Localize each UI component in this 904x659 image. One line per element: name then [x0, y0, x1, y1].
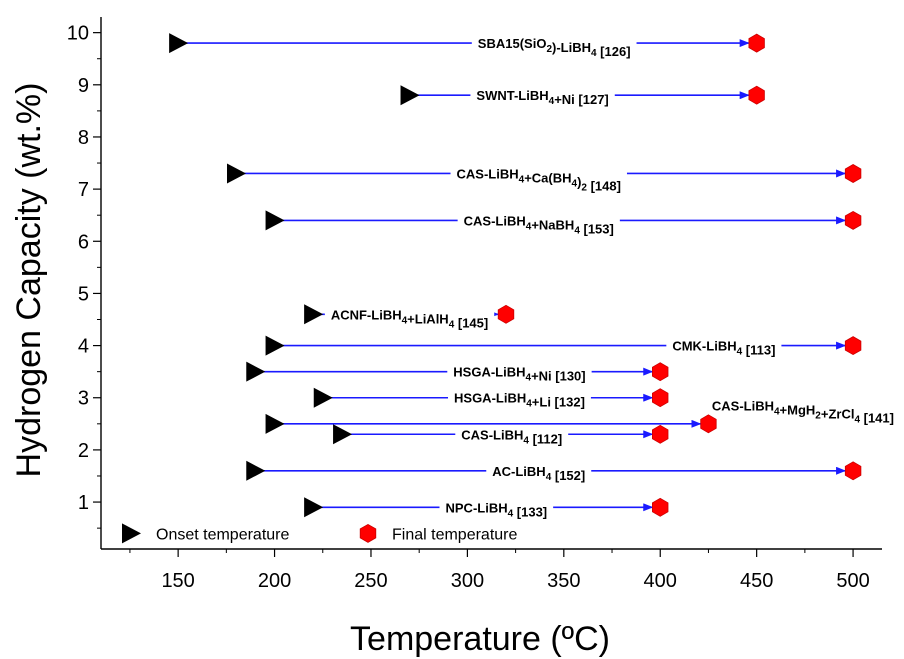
- label-background: [666, 337, 782, 359]
- label-background: [470, 87, 615, 109]
- onset-marker: [226, 163, 246, 184]
- series-label: CAS-LiBH4+NaBH4 [153]: [464, 213, 614, 236]
- x-tick-label: 500: [836, 570, 869, 592]
- x-tick-label: 150: [161, 570, 194, 592]
- x-tick-label: 450: [740, 570, 773, 592]
- x-axis-title: Temperature (ºC): [350, 620, 610, 658]
- final-marker: [844, 210, 862, 230]
- y-tick-label: 2: [78, 440, 89, 462]
- label-background: [486, 462, 592, 484]
- x-tick-label: 250: [354, 570, 387, 592]
- onset-marker: [333, 424, 353, 445]
- series-group: HSGA-LiBH4+Li [132]: [313, 387, 669, 411]
- onset-marker: [169, 33, 189, 54]
- series-label: CAS-LiBH4 [112]: [461, 427, 562, 446]
- final-marker: [652, 388, 669, 408]
- series-group: CAS-LiBH4 [112]: [333, 424, 669, 448]
- series-group: ACNF-LiBH4+LiAlH4 [145]: [304, 304, 515, 332]
- series-label: AC-LiBH4 [152]: [492, 464, 585, 483]
- onset-marker: [265, 335, 285, 356]
- final-marker: [844, 461, 862, 481]
- onset-marker: [246, 361, 266, 382]
- final-marker: [748, 33, 765, 53]
- legend: Onset temperature Final temperature: [122, 523, 517, 544]
- legend-onset-label: Onset temperature: [156, 526, 290, 543]
- y-tick-label: 5: [78, 283, 89, 305]
- label-background: [447, 363, 592, 385]
- series-group: CAS-LiBH4+MgH2+ZrCl4 [141]: [265, 399, 894, 434]
- legend-final-label: Final temperature: [392, 526, 517, 543]
- legend-onset-marker: [122, 523, 141, 544]
- series-group: HSGA-LiBH4+Ni [130]: [246, 361, 669, 385]
- x-tick-label: 350: [547, 570, 580, 592]
- y-tick-label: 7: [78, 179, 89, 201]
- final-marker: [652, 362, 669, 382]
- label-background: [471, 35, 637, 61]
- final-marker: [844, 164, 862, 183]
- onset-marker: [400, 85, 420, 106]
- y-tick-label: 3: [78, 388, 89, 410]
- onset-marker: [313, 387, 333, 408]
- series-label: HSGA-LiBH4+Ni [130]: [453, 365, 585, 384]
- label-background: [457, 212, 620, 238]
- legend-final-marker: [359, 523, 377, 543]
- onset-marker: [246, 460, 266, 481]
- y-tick-label: 1: [78, 492, 89, 514]
- final-marker: [748, 85, 765, 105]
- series-group: CMK-LiBH4 [113]: [265, 335, 862, 359]
- series-group: CAS-LiBH4+Ca(BH4)2 [148]: [226, 163, 862, 195]
- series-label: ACNF-LiBH4+LiAlH4 [145]: [331, 307, 488, 330]
- final-marker: [652, 424, 669, 444]
- final-marker: [497, 304, 515, 324]
- y-tick-label: 9: [78, 75, 89, 97]
- final-marker: [844, 336, 862, 356]
- series-label: CAS-LiBH4+Ca(BH4)2 [148]: [457, 166, 621, 193]
- y-tick-label: 4: [78, 336, 89, 358]
- onset-marker: [265, 210, 285, 231]
- series-group: CAS-LiBH4+NaBH4 [153]: [265, 210, 862, 238]
- series-label: CAS-LiBH4+MgH2+ZrCl4 [141]: [712, 399, 894, 426]
- plot-area: SBA15(SiO2)-LiBH4 [126] SWNT-LiBH4+Ni [12…: [169, 33, 894, 521]
- series-label: SWNT-LiBH4+Ni [127]: [476, 88, 608, 107]
- y-tick-label: 8: [78, 127, 89, 149]
- series-label: CMK-LiBH4 [113]: [672, 339, 775, 358]
- onset-marker: [304, 304, 324, 325]
- label-background: [439, 499, 554, 521]
- label-background: [455, 426, 569, 448]
- series-group: SWNT-LiBH4+Ni [127]: [400, 85, 765, 109]
- y-axis-title: Hydrogen Capacity (wt.%): [10, 83, 48, 478]
- series-group: SBA15(SiO2)-LiBH4 [126]: [169, 33, 765, 61]
- onset-marker: [304, 497, 324, 518]
- final-marker: [700, 414, 717, 434]
- axes: 150 200 250 300 350 400 450 500 1 2 3 4 5 6 7 8 9 10: [67, 17, 882, 592]
- label-background: [450, 165, 627, 195]
- x-tick-label: 300: [451, 570, 484, 592]
- y-tick-label: 6: [78, 231, 89, 253]
- x-tick-label: 200: [258, 570, 291, 592]
- series-group: NPC-LiBH4 [133]: [304, 497, 669, 521]
- series-label: SBA15(SiO2)-LiBH4 [126]: [478, 36, 631, 59]
- final-marker: [652, 497, 669, 517]
- label-background: [448, 389, 591, 411]
- series-group: AC-LiBH4 [152]: [246, 460, 862, 484]
- series-label: NPC-LiBH4 [133]: [446, 500, 548, 519]
- y-tick-label: 10: [67, 23, 89, 45]
- onset-marker: [265, 413, 285, 434]
- x-tick-label: 400: [644, 570, 677, 592]
- label-background: [324, 306, 495, 332]
- series-label: HSGA-LiBH4+Li [132]: [454, 391, 585, 410]
